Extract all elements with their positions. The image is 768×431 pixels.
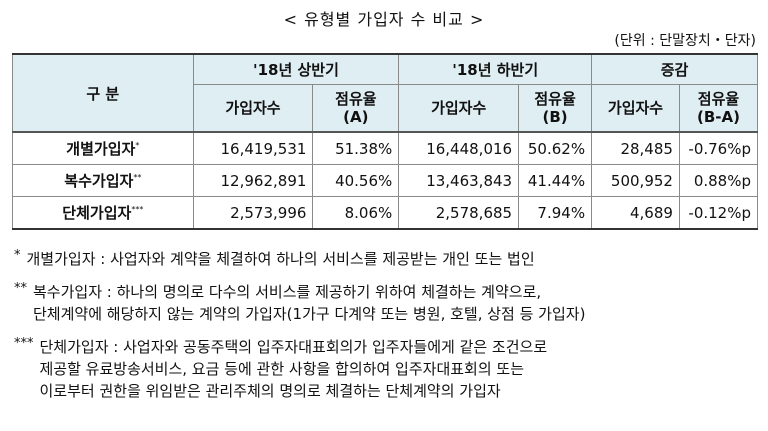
sub-header: 점유율 (B)	[518, 84, 593, 133]
table-cell: 50.62%	[518, 131, 593, 165]
row-label: 단체가입자***	[12, 196, 194, 230]
group-header-change: 증감	[591, 53, 758, 85]
footnote-mark: *	[14, 248, 21, 263]
footnote-line: 단체가입자 : 사업자와 공동주택의 입주자대표회의가 입주자들에게 같은 조건…	[39, 338, 548, 356]
footnote-multiple: ** 복수가입자 : 하나의 명의로 다수의 서비스를 제공하기 위하여 체결하…	[14, 281, 759, 325]
footnote-line: 이로부터 권한을 위임받은 관리주체의 명의로 체결하는 단체계약의 가입자	[39, 382, 501, 400]
group-header-h1: '18년 상반기	[192, 53, 400, 85]
subscriber-table: 구 분 '18년 상반기 '18년 하반기 증감 가입자수 점유율 (A) 가입…	[12, 53, 759, 230]
group-header-h2: '18년 하반기	[398, 53, 593, 85]
unit-note: (단위 : 단말장치・단자)	[614, 33, 756, 49]
table-cell: -0.12%p	[678, 196, 759, 230]
table-cell: 16,419,531	[192, 131, 314, 165]
table-cell: 51.38%	[312, 131, 400, 165]
sub-header: 점유율 (A)	[312, 84, 400, 133]
sub-header: 가입자수	[398, 84, 520, 133]
table-cell: 2,578,685	[398, 196, 520, 230]
table-row: 단체가입자*** 2,573,996 8.06% 2,578,685 7.94%…	[12, 196, 759, 230]
table-cell: 13,463,843	[398, 164, 520, 197]
category-header: 구 분	[12, 53, 194, 133]
table-cell: 40.56%	[312, 164, 400, 197]
footnotes: * 개별가입자 : 사업자와 계약을 체결하여 하나의 서비스를 제공받는 개인…	[14, 248, 759, 413]
footnote-mark: **	[14, 281, 27, 296]
footnote-individual: * 개별가입자 : 사업자와 계약을 체결하여 하나의 서비스를 제공받는 개인…	[14, 248, 759, 270]
table-row: 복수가입자** 12,962,891 40.56% 13,463,843 41.…	[12, 164, 759, 197]
table-cell: 28,485	[591, 131, 680, 165]
table-cell: -0.76%p	[678, 131, 759, 165]
footnote-line: 제공할 유료방송서비스, 요금 등에 관한 사항을 합의하여 입주자대표회의 또…	[39, 360, 525, 378]
document-title: < 유형별 가입자 수 비교 >	[283, 10, 485, 29]
table-cell: 41.44%	[518, 164, 593, 197]
footnote-group: *** 단체가입자 : 사업자와 공동주택의 입주자대표회의가 입주자들에게 같…	[14, 336, 759, 402]
sub-header: 점유율 (B-A)	[678, 84, 759, 133]
row-label: 개별가입자*	[12, 131, 194, 165]
footnote-line: 개별가입자 : 사업자와 계약을 체결하여 하나의 서비스를 제공받는 개인 또…	[26, 250, 535, 268]
sub-header: 가입자수	[192, 84, 314, 133]
table-cell: 12,962,891	[192, 164, 314, 197]
footnote-line: 단체계약에 해당하지 않는 계약의 가입자(1가구 다계약 또는 병원, 호텔,…	[33, 305, 586, 323]
row-label: 복수가입자**	[12, 164, 194, 197]
table-cell: 16,448,016	[398, 131, 520, 165]
footnote-mark: ***	[14, 336, 34, 351]
table-cell: 0.88%p	[678, 164, 759, 197]
sub-header: 가입자수	[591, 84, 680, 133]
table-cell: 500,952	[591, 164, 680, 197]
footnote-line: 복수가입자 : 하나의 명의로 다수의 서비스를 제공하기 위하여 체결하는 계…	[33, 283, 542, 301]
table-row: 개별가입자* 16,419,531 51.38% 16,448,016 50.6…	[12, 131, 759, 165]
table-cell: 7.94%	[518, 196, 593, 230]
table-cell: 8.06%	[312, 196, 400, 230]
table-cell: 4,689	[591, 196, 680, 230]
table-cell: 2,573,996	[192, 196, 314, 230]
